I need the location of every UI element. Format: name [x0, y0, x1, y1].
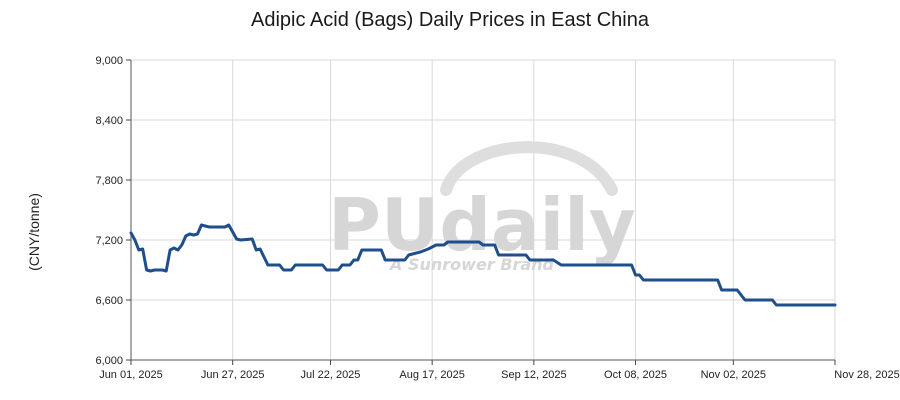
series-layer — [129, 223, 837, 307]
y-tick-label: 6,000 — [95, 355, 123, 367]
watermark-subtext: A Sunrower Brand — [388, 255, 555, 274]
y-tick-label: 7,800 — [95, 175, 123, 187]
watermark-text: PUdaily — [328, 183, 636, 267]
watermark: PUdaily A Sunrower Brand — [328, 141, 636, 274]
x-tick-label: Jun 01, 2025 — [99, 369, 163, 381]
x-tick-label: Jul 22, 2025 — [300, 369, 360, 381]
x-tick-label: Nov 28, 2025 — [834, 369, 899, 381]
grid-lines — [131, 59, 836, 360]
series-line — [129, 223, 837, 307]
y-tick-label: 8,400 — [95, 115, 123, 127]
y-tick-label: 6,600 — [95, 295, 123, 307]
x-tick-label: Jun 27, 2025 — [201, 369, 265, 381]
y-tick-label: 7,200 — [95, 235, 123, 247]
x-tick-label: Sep 12, 2025 — [501, 369, 566, 381]
x-tick-label: Oct 08, 2025 — [604, 369, 667, 381]
x-tick-label: Aug 17, 2025 — [399, 369, 464, 381]
x-tick-label: Nov 02, 2025 — [701, 369, 766, 381]
chart-title: Adipic Acid (Bags) Daily Prices in East … — [251, 9, 649, 31]
watermark-arc — [440, 141, 618, 196]
y-tick-label: 9,000 — [95, 55, 123, 67]
axes: 6,000 6,600 7,200 7,800 8,400 9,000 Jun 01, 20… — [95, 55, 899, 381]
